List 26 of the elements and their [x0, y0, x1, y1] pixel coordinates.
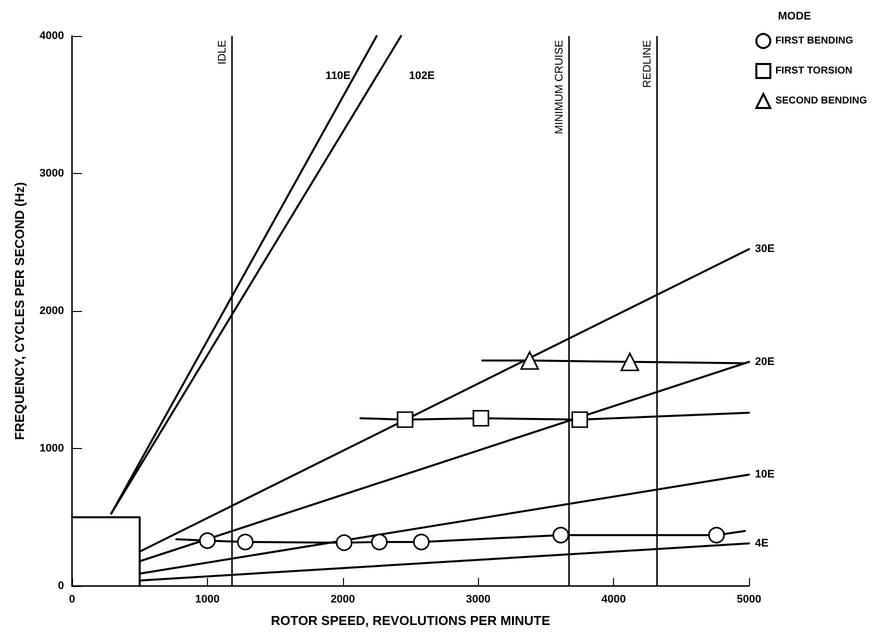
legend-label: FIRST TORSION	[775, 66, 852, 76]
legend-label: SECOND BENDING	[775, 96, 868, 106]
series-label: 30E	[755, 243, 775, 256]
y-tick-label: 2000	[40, 305, 64, 317]
text: 102E	[409, 70, 435, 82]
x-tick-label: 5000	[736, 594, 762, 606]
x-tick-label: 1000	[195, 594, 220, 606]
y-tick-label: 0	[58, 580, 64, 592]
x-tick-label: 0	[68, 594, 76, 606]
x-axis-title: ROTOR SPEED, REVOLUTIONS PER MINUTE	[270, 613, 550, 628]
y-tick-label: 1000	[40, 442, 64, 454]
ref-line-label: REDLINE	[641, 40, 654, 88]
legend-label: FIRST BENDING	[775, 36, 854, 46]
ref-line-label: MINIMUM CRUISE	[553, 40, 566, 134]
ref-line-label: IDLE	[216, 40, 228, 64]
x-tick-label: 2000	[330, 594, 356, 606]
series-label: 10E	[755, 468, 775, 481]
x-tick-label: 3000	[466, 594, 490, 606]
y-tick-label: 4000	[40, 30, 64, 42]
legend-title: MODE	[778, 10, 811, 22]
x-tick-label: 4000	[601, 594, 626, 606]
y-axis-title: FREQUENCY, CYCLES PER SECOND (Hz)	[12, 182, 27, 440]
y-tick-label: 3000	[40, 168, 64, 180]
series-label: 20E	[755, 356, 775, 368]
series-label: 110E	[326, 70, 351, 82]
series-label: 4E	[755, 537, 768, 550]
